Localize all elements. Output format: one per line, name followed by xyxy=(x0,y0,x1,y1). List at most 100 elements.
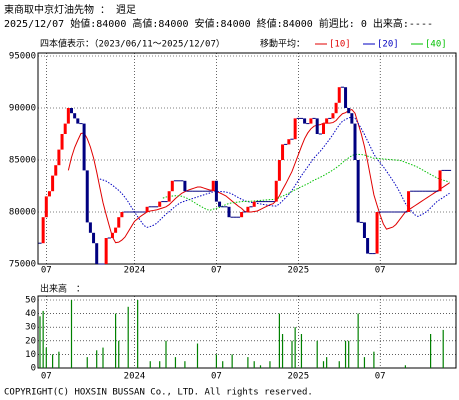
summary: 2025/12/07 始値:84000 高値:84000 安値:84000 終値… xyxy=(4,17,433,30)
volume-bar xyxy=(259,365,262,368)
legend-label: [40] xyxy=(425,40,447,50)
volume-bar xyxy=(174,357,177,368)
volume-bar xyxy=(294,327,296,368)
candle xyxy=(375,212,379,254)
volume-bar xyxy=(373,351,375,368)
volume-title: 出来高 ： xyxy=(40,283,85,295)
candle xyxy=(322,123,325,134)
candle xyxy=(350,113,354,124)
candle xyxy=(183,180,187,192)
candle xyxy=(334,102,338,114)
candle xyxy=(347,108,351,114)
candle xyxy=(54,165,58,176)
volume-bar xyxy=(115,313,117,368)
candle xyxy=(309,118,313,124)
volume-bar xyxy=(278,313,280,368)
moving-average xyxy=(67,108,450,244)
candle xyxy=(57,149,61,166)
candle xyxy=(158,201,162,207)
candle xyxy=(110,232,114,238)
x-tick-label: 07 xyxy=(211,266,222,276)
x-tick-label: 2024 xyxy=(124,372,146,382)
x-tick-label: 07 xyxy=(41,372,52,382)
candle xyxy=(246,206,250,212)
volume-tick-label: 20 xyxy=(25,336,36,346)
x-tick-label: 2024 xyxy=(124,266,146,276)
volume-bar xyxy=(215,354,217,368)
candle xyxy=(407,191,411,212)
volume-bar xyxy=(86,357,88,368)
volume-bar xyxy=(442,329,444,368)
moving-average xyxy=(99,116,450,228)
volume-bar xyxy=(149,361,151,368)
volume-bar xyxy=(281,334,284,368)
volume-bar xyxy=(316,340,318,368)
volume-bar xyxy=(196,343,199,368)
x-tick-label: 07 xyxy=(41,266,52,276)
copyright: COPYRIGHT(C) HOXSIN BUSSAN Co., LTD. All… xyxy=(4,388,313,398)
candle xyxy=(117,217,121,228)
x-tick-label: 2025 xyxy=(287,266,309,276)
candle xyxy=(170,180,174,192)
candle xyxy=(356,160,360,223)
volume-bar xyxy=(322,361,325,368)
ma-label: 移動平均： xyxy=(260,38,305,50)
candle xyxy=(227,206,231,218)
y-tick-label: 90000 xyxy=(9,104,36,114)
candle xyxy=(315,118,319,134)
volume-bar xyxy=(184,361,186,368)
candle xyxy=(73,113,77,119)
candle xyxy=(331,113,335,119)
candle xyxy=(167,191,171,202)
volume-tick-label: 50 xyxy=(25,296,36,306)
x-tick-label: 2025 xyxy=(287,372,309,382)
candle xyxy=(95,243,99,264)
candle xyxy=(92,232,96,244)
candle xyxy=(277,160,281,181)
volume-bar xyxy=(118,340,120,368)
volume-tick-label: 0 xyxy=(31,364,36,374)
volume-bar xyxy=(338,361,340,368)
volume-bar xyxy=(96,350,98,368)
candle xyxy=(114,227,118,233)
volume-bar xyxy=(39,316,41,368)
volume-bar xyxy=(300,334,303,368)
y-tick-label: 75000 xyxy=(9,260,36,270)
candle xyxy=(366,238,370,254)
volume-tick-label: 40 xyxy=(25,309,36,319)
legend-label: [20] xyxy=(377,40,399,50)
candle xyxy=(287,139,291,145)
candle xyxy=(47,191,51,197)
volume-bar xyxy=(58,351,60,368)
legend-label: [10] xyxy=(329,40,351,50)
candle xyxy=(240,212,244,218)
candle xyxy=(88,222,92,233)
candle xyxy=(104,238,108,264)
price-panel xyxy=(37,52,457,265)
candle xyxy=(82,123,86,171)
candle xyxy=(85,170,89,223)
candle xyxy=(63,123,67,134)
candle xyxy=(41,217,45,244)
candle xyxy=(252,201,256,207)
candle xyxy=(353,123,357,160)
volume-bar xyxy=(45,347,47,368)
volume-bar xyxy=(127,306,129,368)
volume-bar xyxy=(269,361,271,368)
volume-bar xyxy=(326,357,328,368)
volume-bar xyxy=(102,347,104,368)
volume-bar xyxy=(222,361,224,368)
candle xyxy=(344,87,348,108)
volume-bar xyxy=(42,310,44,368)
candle xyxy=(214,180,218,202)
volume-bar xyxy=(404,365,406,368)
y-tick-label: 95000 xyxy=(9,52,36,62)
volume-tick-label: 30 xyxy=(25,323,36,333)
volume-bar xyxy=(348,340,350,368)
candle xyxy=(325,118,329,124)
moving-average xyxy=(162,153,450,211)
volume-bar xyxy=(137,300,139,368)
candle xyxy=(120,212,124,218)
volume-tick-label: 10 xyxy=(25,350,36,360)
